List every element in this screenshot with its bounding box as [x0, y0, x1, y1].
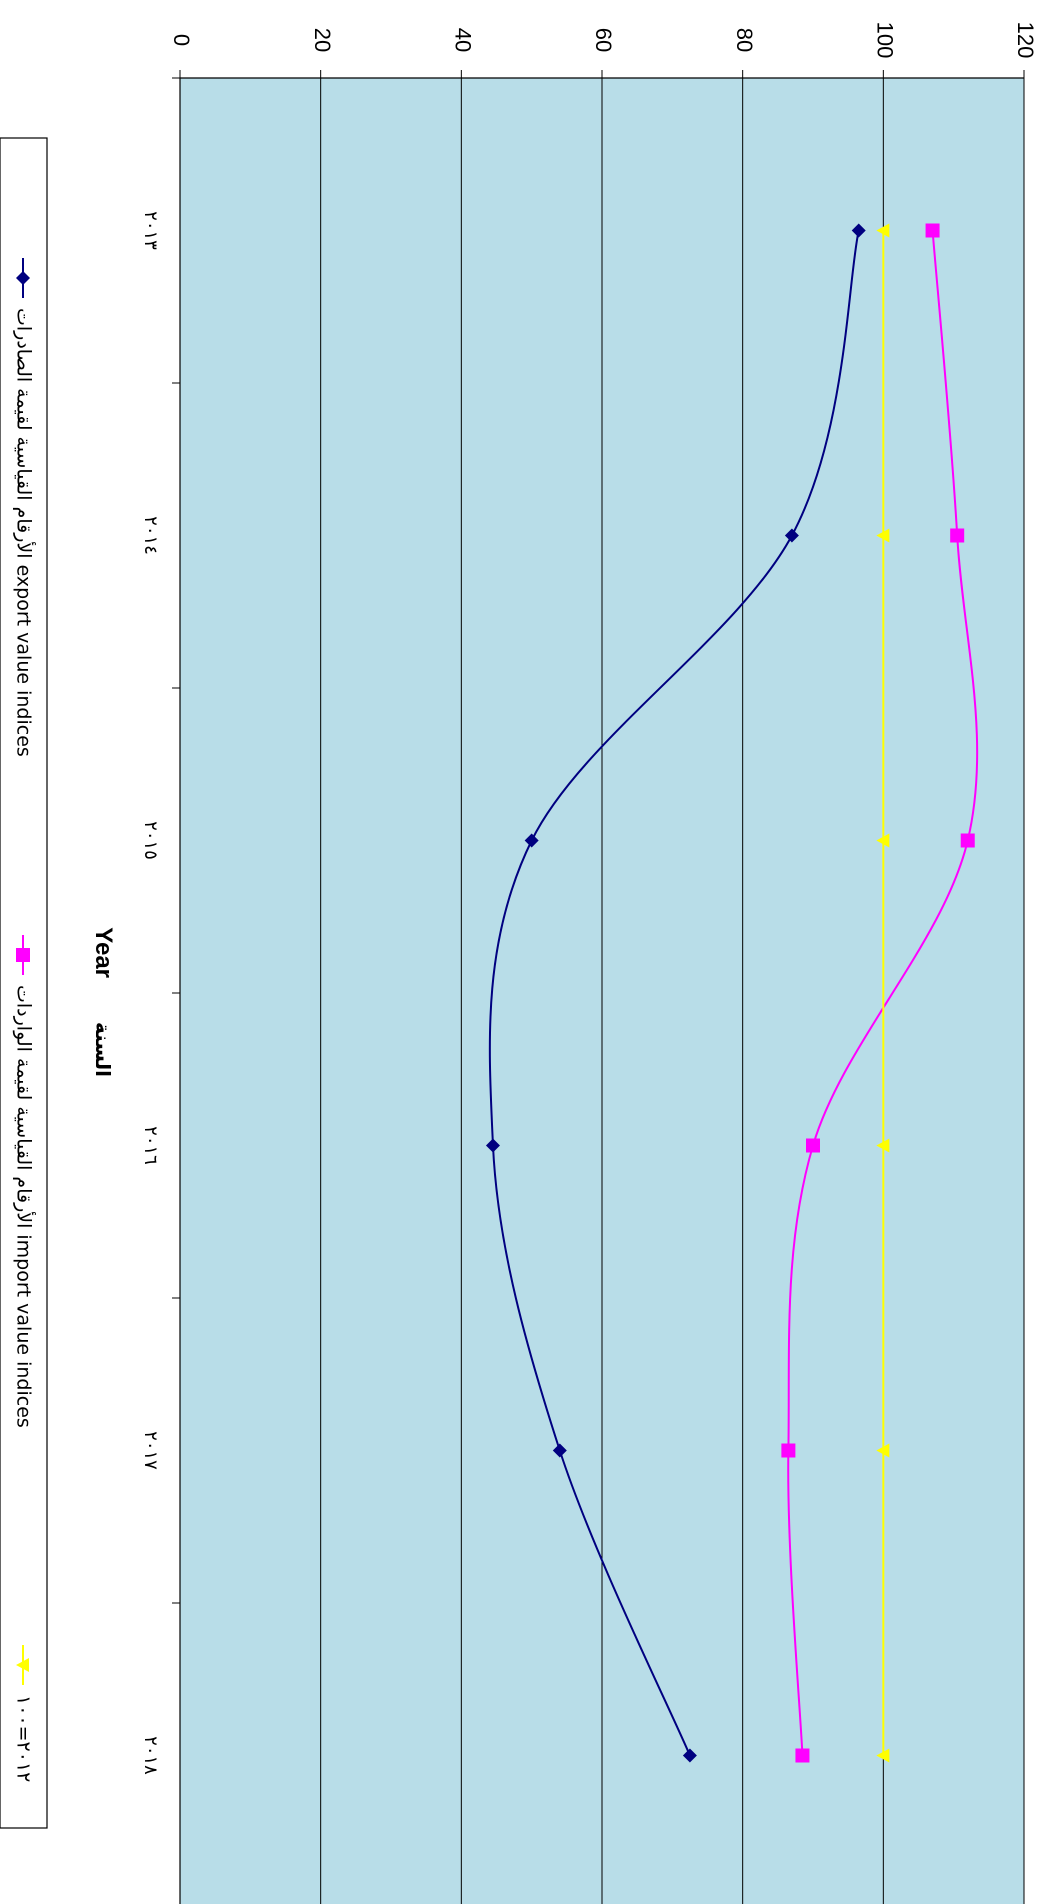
x-tick-label: ٢٠١٦ [140, 1126, 161, 1165]
gridlines [320, 78, 1025, 1904]
data-point [876, 1138, 890, 1153]
y-tick-label-group: 20 [310, 28, 335, 52]
legend-item-2: ٢٠١٢=١٠٠ [13, 1645, 35, 1782]
data-point [876, 528, 890, 543]
category-labels: ٢٠١٣ ٢٠١٤ ٢٠١٥ ٢٠١٦ ٢٠١٧ ٢٠١٨ [140, 211, 161, 1775]
legend-label-group: الأرقام القياسية لقيمة الصادرات export v… [13, 308, 36, 757]
x-tick-label: ٢٠١٤ [140, 516, 161, 555]
y-tick-labels: 0 20 40 60 80 100 120 [169, 22, 1038, 59]
y-tick-label-group: 40 [451, 28, 476, 52]
legend-box [0, 137, 48, 1829]
data-point [876, 833, 890, 848]
y-tick-label-group: 0 [169, 34, 194, 46]
data-point [784, 528, 799, 543]
data-point [552, 1443, 567, 1458]
series-1 [781, 223, 979, 1763]
data-point [851, 223, 866, 238]
series-2 [876, 223, 890, 1763]
x-tick-label-group: ٢٠١٥ [140, 821, 161, 860]
legend: الأرقام القياسية لقيمة الصادرات export v… [13, 258, 36, 1782]
x-tick-label-group: ٢٠١٦ [140, 1126, 161, 1165]
x-axis-title-ar: السنة [91, 1022, 115, 1077]
data-point [806, 1138, 820, 1153]
x-tick-label: ٢٠١٧ [140, 1431, 161, 1470]
y-tick-label-group: 60 [591, 28, 616, 52]
legend-item-1: الأرقام القياسية لقيمة الواردات import v… [13, 935, 36, 1428]
legend-label: الأرقام القياسية لقيمة الصادرات export v… [13, 308, 36, 757]
series-0 [485, 223, 866, 1763]
x-tick-label-group: ٢٠١٤ [140, 516, 161, 555]
legend-label-group: ٢٠١٢=١٠٠ [13, 1695, 35, 1782]
y-tick-label-group: 80 [732, 28, 757, 52]
series-group [485, 223, 979, 1763]
data-point [781, 1443, 796, 1458]
x-tick-label-group: ٢٠١٣ [140, 211, 161, 250]
x-tick-label: ٢٠١٣ [140, 211, 161, 250]
legend-swatch-marker [16, 271, 30, 285]
data-point [795, 1748, 810, 1763]
y-tick-label-group: 100 [873, 22, 898, 59]
x-tick-label-group: ٢٠١٨ [140, 1736, 161, 1775]
series-line [787, 230, 979, 1756]
y-tick-label: 0 [169, 34, 194, 46]
data-point [876, 223, 890, 238]
y-tick-label: 20 [310, 28, 335, 52]
series-line [488, 230, 860, 1756]
y-tick-label: 40 [451, 28, 476, 52]
legend-label-group: الأرقام القياسية لقيمة الواردات import v… [13, 985, 36, 1428]
data-point [485, 1138, 500, 1153]
data-point [876, 1748, 890, 1763]
data-point [960, 833, 975, 848]
y-tick-label: 120 [1013, 22, 1038, 59]
data-point [876, 1443, 890, 1458]
legend-label: ٢٠١٢=١٠٠ [13, 1695, 35, 1782]
y-tick-label-group: 120 [1013, 22, 1038, 59]
y-tick-label: 80 [732, 28, 757, 52]
y-tick-label: 60 [591, 28, 616, 52]
x-tick-label: ٢٠١٨ [140, 1736, 161, 1775]
y-tick-label: 100 [873, 22, 898, 59]
data-point [682, 1748, 697, 1763]
x-axis-title: Year السنة [90, 927, 117, 1077]
data-point [925, 223, 940, 238]
legend-label: الأرقام القياسية لقيمة الواردات import v… [13, 985, 36, 1428]
legend-swatch-marker [16, 948, 30, 962]
data-point [524, 833, 539, 848]
axes [172, 70, 1025, 1904]
legend-item-0: الأرقام القياسية لقيمة الصادرات export v… [13, 258, 36, 757]
legend-swatch-marker [16, 1658, 29, 1672]
x-tick-label: ٢٠١٥ [140, 821, 161, 860]
x-axis-title-en: Year [90, 927, 117, 978]
data-point [950, 528, 965, 543]
x-tick-label-group: ٢٠١٧ [140, 1431, 161, 1470]
